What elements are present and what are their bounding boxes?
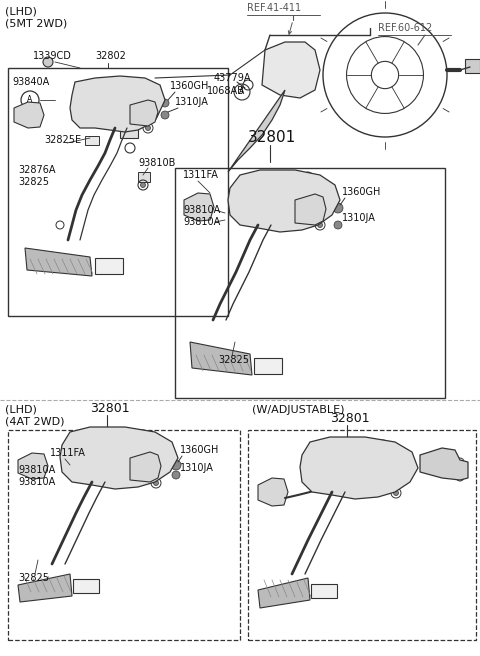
Text: (W/ADJUSTABLE): (W/ADJUSTABLE): [252, 405, 345, 415]
Bar: [138, 172, 150, 182]
Circle shape: [305, 174, 311, 180]
Circle shape: [43, 57, 53, 67]
Circle shape: [372, 62, 398, 89]
Polygon shape: [130, 452, 161, 482]
Text: REF.41-411: REF.41-411: [247, 3, 301, 13]
Polygon shape: [258, 478, 288, 506]
Text: (5MT 2WD): (5MT 2WD): [5, 19, 67, 29]
Polygon shape: [295, 194, 326, 225]
Polygon shape: [70, 76, 165, 132]
Circle shape: [130, 81, 134, 87]
Text: 93840A: 93840A: [12, 77, 49, 87]
Polygon shape: [14, 102, 44, 128]
Text: 1360GH: 1360GH: [342, 187, 382, 197]
Polygon shape: [130, 100, 158, 126]
Circle shape: [442, 459, 454, 471]
Bar: [311, 584, 337, 598]
Polygon shape: [258, 578, 310, 608]
Bar: [8, 68, 228, 316]
Text: 1311FA: 1311FA: [50, 448, 86, 458]
Bar: [465, 59, 480, 73]
Circle shape: [242, 180, 248, 184]
Bar: [73, 579, 99, 593]
Text: 93810A: 93810A: [183, 205, 220, 215]
Circle shape: [205, 205, 211, 211]
Circle shape: [381, 443, 385, 447]
Circle shape: [141, 182, 145, 188]
Circle shape: [394, 491, 398, 495]
Circle shape: [80, 87, 84, 92]
Circle shape: [334, 221, 342, 229]
Text: REF.60-612: REF.60-612: [378, 23, 432, 33]
Circle shape: [168, 457, 172, 462]
Text: 32801: 32801: [330, 411, 370, 424]
Text: 93810A: 93810A: [18, 477, 55, 487]
Text: 1311FA: 1311FA: [183, 170, 219, 180]
Circle shape: [161, 99, 169, 107]
Text: 1339CD: 1339CD: [33, 51, 72, 61]
Polygon shape: [18, 453, 48, 479]
Text: 32802: 32802: [95, 51, 126, 61]
Circle shape: [317, 222, 323, 228]
Bar: [120, 128, 138, 138]
Text: (LHD): (LHD): [5, 405, 37, 415]
Polygon shape: [228, 90, 285, 172]
Bar: [175, 168, 445, 398]
Text: 32825: 32825: [218, 355, 249, 365]
Text: (4AT 2WD): (4AT 2WD): [5, 417, 64, 427]
Circle shape: [313, 447, 319, 453]
Text: 32876A: 32876A: [18, 165, 56, 175]
Text: 1360GH: 1360GH: [180, 445, 219, 455]
Bar: [248, 430, 476, 640]
Circle shape: [408, 468, 412, 472]
Bar: [8, 430, 240, 640]
Bar: [85, 136, 99, 145]
Circle shape: [308, 205, 318, 215]
Polygon shape: [228, 170, 340, 232]
Circle shape: [39, 464, 45, 470]
Bar: [95, 258, 123, 274]
Text: 93810A: 93810A: [183, 217, 220, 227]
Circle shape: [73, 438, 79, 443]
Text: 1360GH: 1360GH: [170, 81, 209, 91]
Polygon shape: [184, 193, 214, 221]
Text: 43779A: 43779A: [214, 73, 252, 83]
Circle shape: [161, 111, 169, 119]
Text: (LHD): (LHD): [5, 7, 37, 17]
Circle shape: [143, 108, 153, 118]
Circle shape: [145, 125, 151, 131]
Bar: [254, 358, 282, 374]
Circle shape: [329, 197, 335, 203]
Polygon shape: [420, 448, 468, 480]
Text: 32801: 32801: [90, 401, 130, 415]
Circle shape: [333, 203, 343, 213]
Polygon shape: [25, 248, 92, 276]
Text: 32825E: 32825E: [44, 135, 81, 145]
Text: 1310JA: 1310JA: [342, 213, 376, 223]
Text: 93810A: 93810A: [18, 465, 55, 475]
Circle shape: [143, 462, 153, 472]
Text: 93810B: 93810B: [138, 158, 175, 168]
Circle shape: [141, 432, 145, 438]
Text: 32825: 32825: [18, 177, 49, 187]
Text: 1310JA: 1310JA: [175, 97, 209, 107]
Circle shape: [172, 471, 180, 479]
Polygon shape: [18, 574, 72, 602]
Text: A: A: [27, 96, 33, 104]
Polygon shape: [60, 427, 178, 489]
Circle shape: [154, 480, 158, 485]
Text: 32801: 32801: [248, 131, 296, 146]
Circle shape: [153, 102, 157, 108]
Text: 32825: 32825: [18, 573, 49, 583]
Text: 1310JA: 1310JA: [180, 463, 214, 473]
Circle shape: [171, 460, 181, 470]
Polygon shape: [190, 342, 252, 375]
Text: A: A: [240, 87, 245, 96]
Text: 1068AB: 1068AB: [207, 86, 245, 96]
Polygon shape: [300, 437, 418, 499]
Polygon shape: [262, 42, 320, 98]
